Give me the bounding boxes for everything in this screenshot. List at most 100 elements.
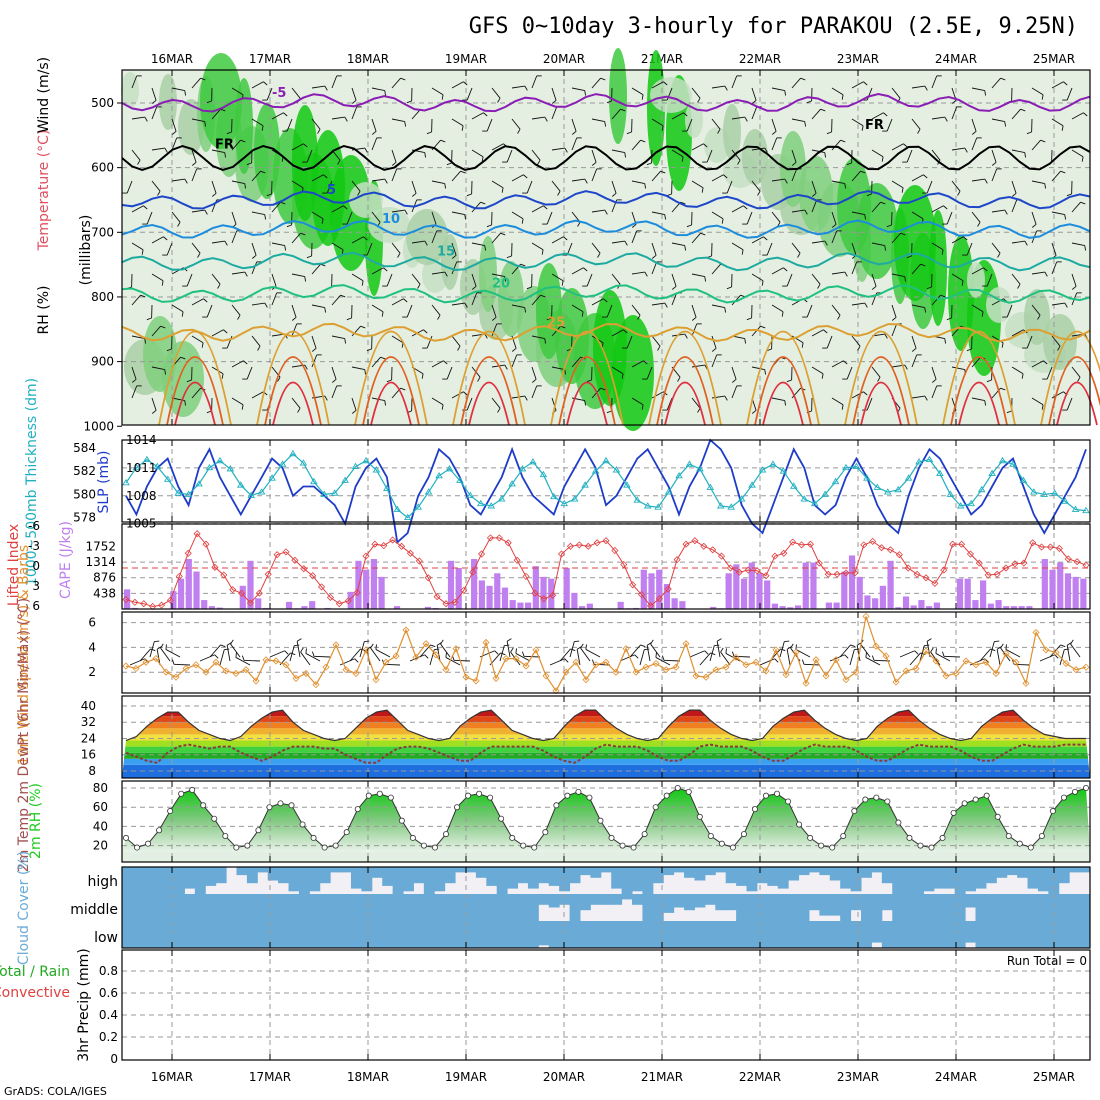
wind-speed-marker	[982, 658, 990, 666]
wind-barb	[199, 654, 215, 662]
warm-contour	[370, 381, 412, 426]
cloud-cover-cell	[455, 867, 466, 873]
wind-barb	[131, 385, 138, 399]
wind-barb	[521, 218, 524, 224]
lifted-index-marker	[353, 588, 361, 597]
wind-barb	[263, 81, 268, 86]
wind-barb	[1049, 644, 1061, 658]
wind-barb	[131, 335, 145, 340]
wind-barb	[211, 273, 221, 285]
lifted-index-marker	[753, 567, 761, 575]
lifted-index-marker	[771, 552, 779, 560]
wind-barb	[484, 333, 488, 339]
cloud-cover-cell	[548, 867, 560, 886]
wind-barb	[231, 180, 245, 185]
lifted-index-marker	[1082, 561, 1090, 569]
warm-contour	[264, 356, 322, 426]
wind-barb	[451, 254, 457, 259]
cape-bar	[1026, 606, 1033, 609]
wind-barb	[526, 180, 533, 194]
cloud-cover-cell	[330, 921, 342, 948]
lifted-index-marker	[735, 568, 743, 576]
wind-barb	[663, 659, 681, 662]
wind-barb	[491, 304, 497, 318]
wind-barb	[884, 333, 888, 339]
wind-barb	[731, 378, 737, 383]
temp-contour	[121, 190, 1091, 210]
rh-marker	[608, 834, 615, 841]
thickness-marker	[852, 462, 861, 470]
wind-barb	[971, 118, 977, 132]
lifted-index-marker	[931, 579, 939, 587]
wind-barb	[619, 654, 635, 662]
cloud-cover-cell	[819, 894, 831, 916]
wind-barb	[211, 329, 224, 337]
cloud-cover-cell	[1037, 867, 1049, 892]
thickness-marker	[925, 455, 934, 463]
cape-bar	[671, 598, 678, 609]
wind-barb	[751, 366, 765, 371]
cloud-cover-cell	[611, 894, 623, 905]
wind-barb	[400, 387, 406, 391]
cloud-cover-cell	[746, 894, 758, 921]
cloud-cover-cell	[361, 921, 373, 948]
wind-barb	[235, 657, 251, 666]
cloud-cover-cell	[819, 921, 831, 948]
cloud-cover-cell	[829, 867, 841, 881]
rh-marker	[487, 794, 494, 801]
wind-barb	[951, 273, 964, 282]
thickness-marker	[1030, 488, 1038, 495]
rh-marker	[884, 798, 891, 805]
cloud-cover-cell	[1069, 921, 1081, 948]
wind-barb	[866, 87, 873, 101]
wind-barb	[686, 224, 692, 228]
wind-barb	[724, 85, 728, 91]
wind-barb	[564, 369, 567, 375]
thickness-marker	[633, 496, 642, 503]
cape-bar	[239, 585, 246, 609]
cloud-cover-cell	[652, 894, 664, 921]
wind-barb	[646, 366, 653, 380]
cloud-cover-cell	[371, 867, 383, 878]
thickness-marker	[205, 463, 214, 471]
lifted-index-marker	[264, 570, 272, 578]
cape-bar	[255, 598, 262, 609]
wind-speed-marker	[312, 681, 320, 689]
wind-barb	[251, 170, 261, 182]
lifted-index-marker	[300, 565, 308, 573]
wind-speed-marker	[722, 663, 730, 671]
rh-marker	[586, 794, 593, 801]
wind-barb	[951, 236, 964, 244]
cloud-cover-cell	[1058, 921, 1070, 948]
wind-speed-marker	[912, 664, 920, 673]
cape-bar	[494, 573, 501, 609]
wind-barb	[820, 108, 826, 112]
thickness-line	[125, 452, 1087, 519]
cloud-cover-cell	[1037, 894, 1049, 921]
wind-barb	[246, 162, 252, 166]
cloud-cover-cell	[767, 921, 779, 948]
thickness-marker	[153, 462, 162, 470]
warm-contour	[860, 381, 902, 426]
rh-marker	[818, 842, 825, 849]
wind-barb	[337, 159, 341, 165]
wind-barb	[364, 147, 368, 153]
cape-bar	[987, 603, 994, 609]
wind-barb	[911, 347, 917, 352]
wind-barb	[344, 338, 347, 344]
cloud-cover-cell	[954, 867, 966, 894]
wind-barb	[871, 201, 881, 213]
wind-barb	[129, 658, 145, 666]
lifted-index-marker	[380, 542, 388, 550]
lifted-index-marker	[691, 537, 699, 545]
temp-band	[122, 758, 1090, 765]
wind-speed-marker	[202, 668, 210, 676]
cloud-cover-cell	[881, 921, 893, 948]
cloud-cover-cell	[194, 894, 206, 921]
wind-barb	[531, 242, 544, 251]
wind-barb	[477, 376, 481, 382]
wind-speed-marker	[922, 647, 930, 655]
rh-marker	[729, 844, 736, 851]
cloud-cover-cell	[382, 894, 394, 921]
